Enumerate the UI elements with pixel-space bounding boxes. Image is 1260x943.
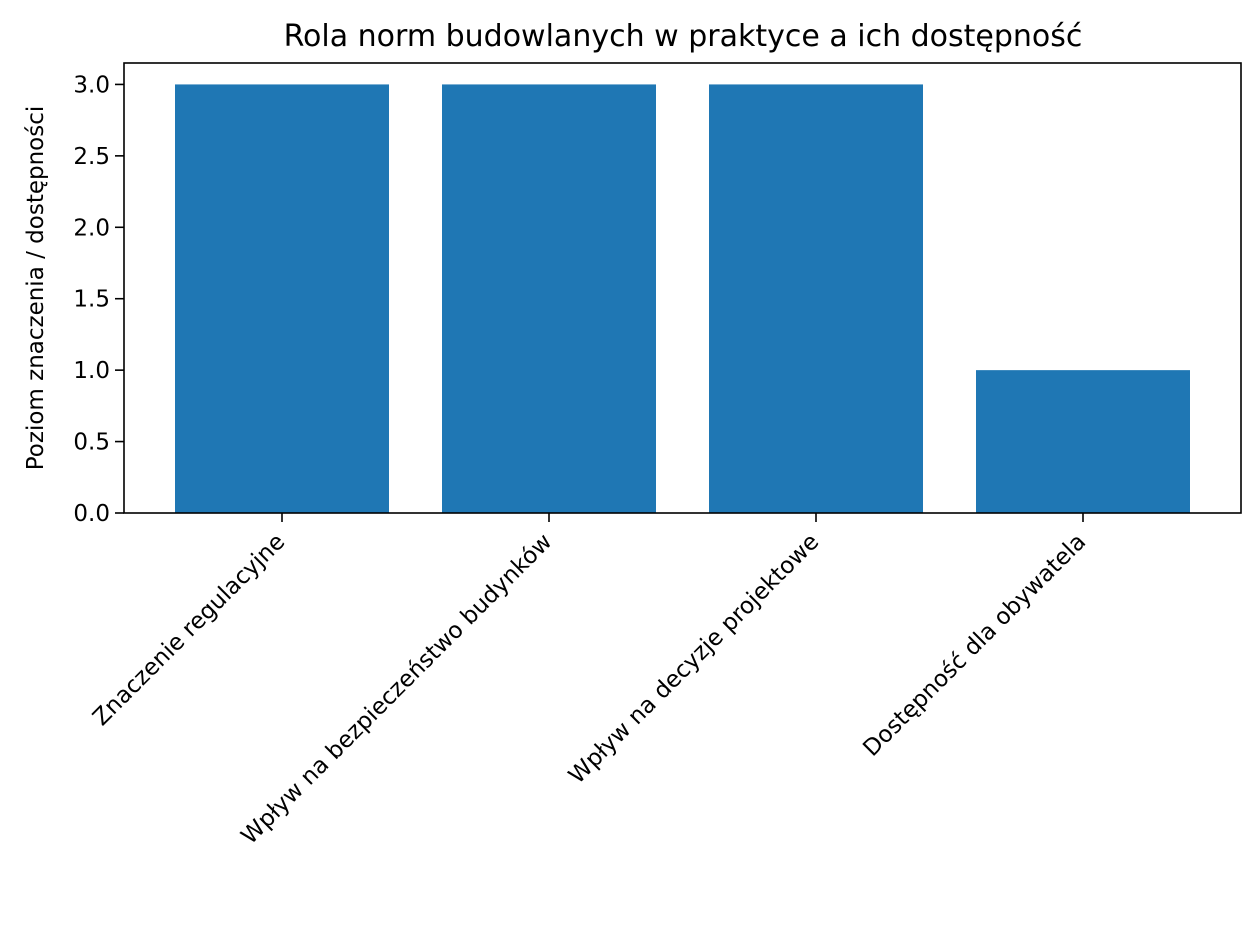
chart-title: Rola norm budowlanych w praktyce a ich d… [284,19,1083,54]
y-tick-label: 2.5 [73,144,110,170]
y-tick-label: 0.0 [73,501,110,527]
x-tick-label: Wpływ na decyzje projektowe [564,529,824,789]
x-tick-label: Dostępność dla obywatela [858,529,1091,762]
y-tick-label: 1.5 [73,287,110,313]
plot-frame [123,62,1242,514]
bar [442,84,656,513]
y-tick-label: 3.0 [73,72,110,98]
y-tick-label: 0.5 [73,430,110,456]
y-tick-label: 1.0 [73,358,110,384]
y-axis-label: Poziom znaczenia / dostępności [23,106,49,471]
bar [175,84,389,513]
y-tick-label: 2.0 [73,215,110,241]
x-tick-label: Znaczenie regulacyjne [88,529,290,731]
bar [976,370,1190,513]
bar [709,84,923,513]
x-tick-label: Wpływ na bezpieczeństwo budynków [237,529,558,850]
bars-layer [175,84,1190,513]
